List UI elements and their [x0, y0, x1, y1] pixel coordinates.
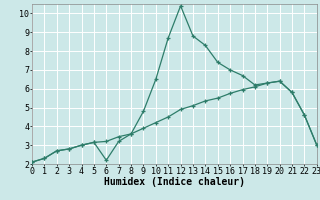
X-axis label: Humidex (Indice chaleur): Humidex (Indice chaleur)	[104, 177, 245, 187]
